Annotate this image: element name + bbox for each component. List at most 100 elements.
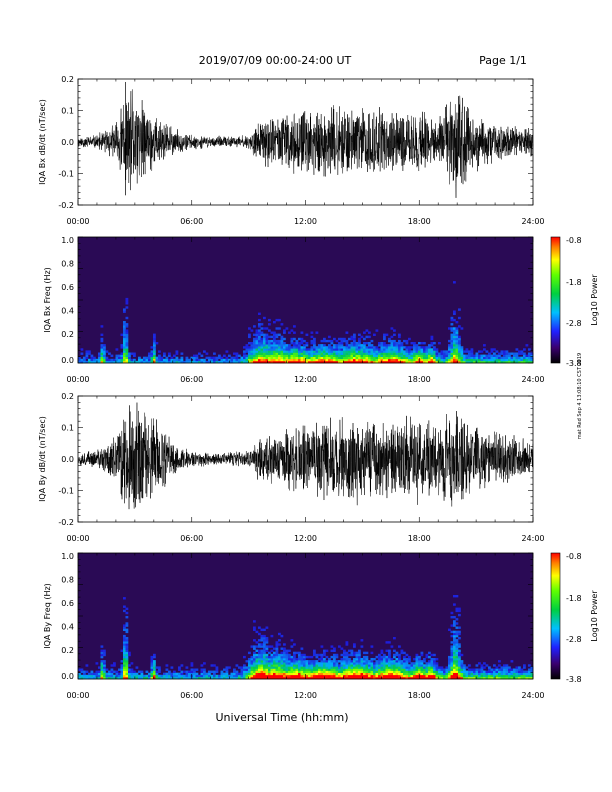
spectrogram-cell [340,350,344,353]
spectrogram-cell [245,670,249,673]
spectrogram-cell [448,354,451,357]
spectrogram-cell [220,360,224,364]
spectrogram-cell [105,356,109,360]
spectrogram-cell [380,344,384,347]
spectrogram-cell [330,660,334,663]
spectrogram-cell [348,358,351,362]
spectrogram-cell [415,350,419,353]
spectrogram-cell [143,676,146,680]
spectrogram-cell [368,664,371,667]
spectrogram-cell [348,666,351,669]
spectrogram-cell [285,350,289,353]
spectrogram-cell [305,662,309,665]
spectrogram-cell [278,344,281,347]
spectrogram-cell [350,670,354,673]
spectrogram-cell [373,666,376,669]
spectrogram-cell [263,649,266,652]
spectrogram-cell [285,660,289,663]
spectrogram-cell [265,348,269,351]
spectrogram-cell [350,354,354,357]
spectrogram-cell [210,670,214,673]
spectrogram-cell [503,356,506,360]
spectrogram-cell [280,350,284,353]
spectrogram-cell [453,329,456,332]
spectrogram-cell [168,358,171,362]
y-tick-label: 1.0 [61,236,74,245]
spectrogram-cell [303,352,306,355]
spectrogram-cell [123,342,126,345]
spectrogram-cell [253,626,256,629]
spectrogram-cell [315,350,319,353]
spectrogram-cell [458,358,461,362]
spectrogram-cell [453,358,456,362]
spectrogram-cell [268,674,271,678]
spectrogram-cell [368,674,371,678]
spectrogram-cell [230,360,234,364]
spectrogram-cell [370,352,374,355]
spectrogram-cell [115,356,119,360]
spectrogram-cell [285,649,289,652]
spectrogram-cell [253,344,256,347]
spectrogram-cell [370,348,374,351]
spectrogram-cell [388,668,391,671]
x-tick-label: 18:00 [408,534,431,543]
spectrogram-cell [453,634,456,638]
spectrogram-cell [320,668,324,671]
spectrogram-cell [320,662,324,665]
spectrogram-cell [118,676,121,680]
spectrogram-cell [263,670,266,673]
y-tick-label: 0.1 [61,107,74,116]
spectrogram-cell [268,645,271,648]
spectrogram-cell [180,672,184,676]
spectrogram-cell [93,358,96,362]
spectrogram-cell [120,346,124,349]
spectrogram-cell [195,354,199,357]
spectrogram-cell [123,645,126,648]
spectrogram-cell [263,651,266,655]
spectrogram-cell [503,352,506,355]
spectrogram-cell [83,674,86,678]
spectrogram-cell [508,352,511,355]
spectrogram-cell [353,348,356,351]
spectrogram-cell [413,674,416,678]
spectrogram-cell [100,348,104,351]
spectrogram-cell [288,676,291,680]
spectrogram-cell [510,358,514,362]
spectrogram-cell [485,358,489,362]
spectrogram-cell [280,352,284,355]
spectrogram-cell [323,672,326,676]
spectrogram-cell [165,676,169,680]
spectrogram-cell [293,360,296,364]
spectrogram-cell [508,358,511,362]
spectrogram-cell [125,616,129,619]
spectrogram-cell [190,668,194,671]
spectrogram-cell [270,360,274,364]
spectrogram-cell [205,352,209,355]
spectrogram-cell [290,666,294,669]
spectrogram-cell [453,643,456,646]
spectrogram-cell [398,662,401,665]
spectrogram-cell [418,664,421,667]
spectrogram-cell [523,672,526,676]
spectrogram-cell [278,318,281,322]
spectrogram-cell [445,360,449,364]
spectrogram-cell [250,352,254,355]
spectrogram-cell [268,658,271,661]
spectrogram-cell [103,350,106,353]
spectrogram-cell [275,344,279,347]
spectrogram-cell [288,360,291,364]
spectrogram-cell [465,348,469,351]
spectrogram-cell [403,655,406,659]
spectrogram-cell [375,352,379,355]
spectrogram-cell [378,655,381,659]
spectrogram-cell [245,346,249,349]
x-tick-label: 18:00 [408,375,431,384]
spectrogram-cell [333,350,336,353]
spectrogram-cell [250,645,254,648]
spectrogram-cell [263,339,266,343]
spectrogram-cell [493,670,496,673]
spectrogram-cell [258,323,261,326]
spectrogram-cell [180,360,184,364]
spectrogram-cell [360,670,364,673]
spectrogram-cell [415,666,419,669]
